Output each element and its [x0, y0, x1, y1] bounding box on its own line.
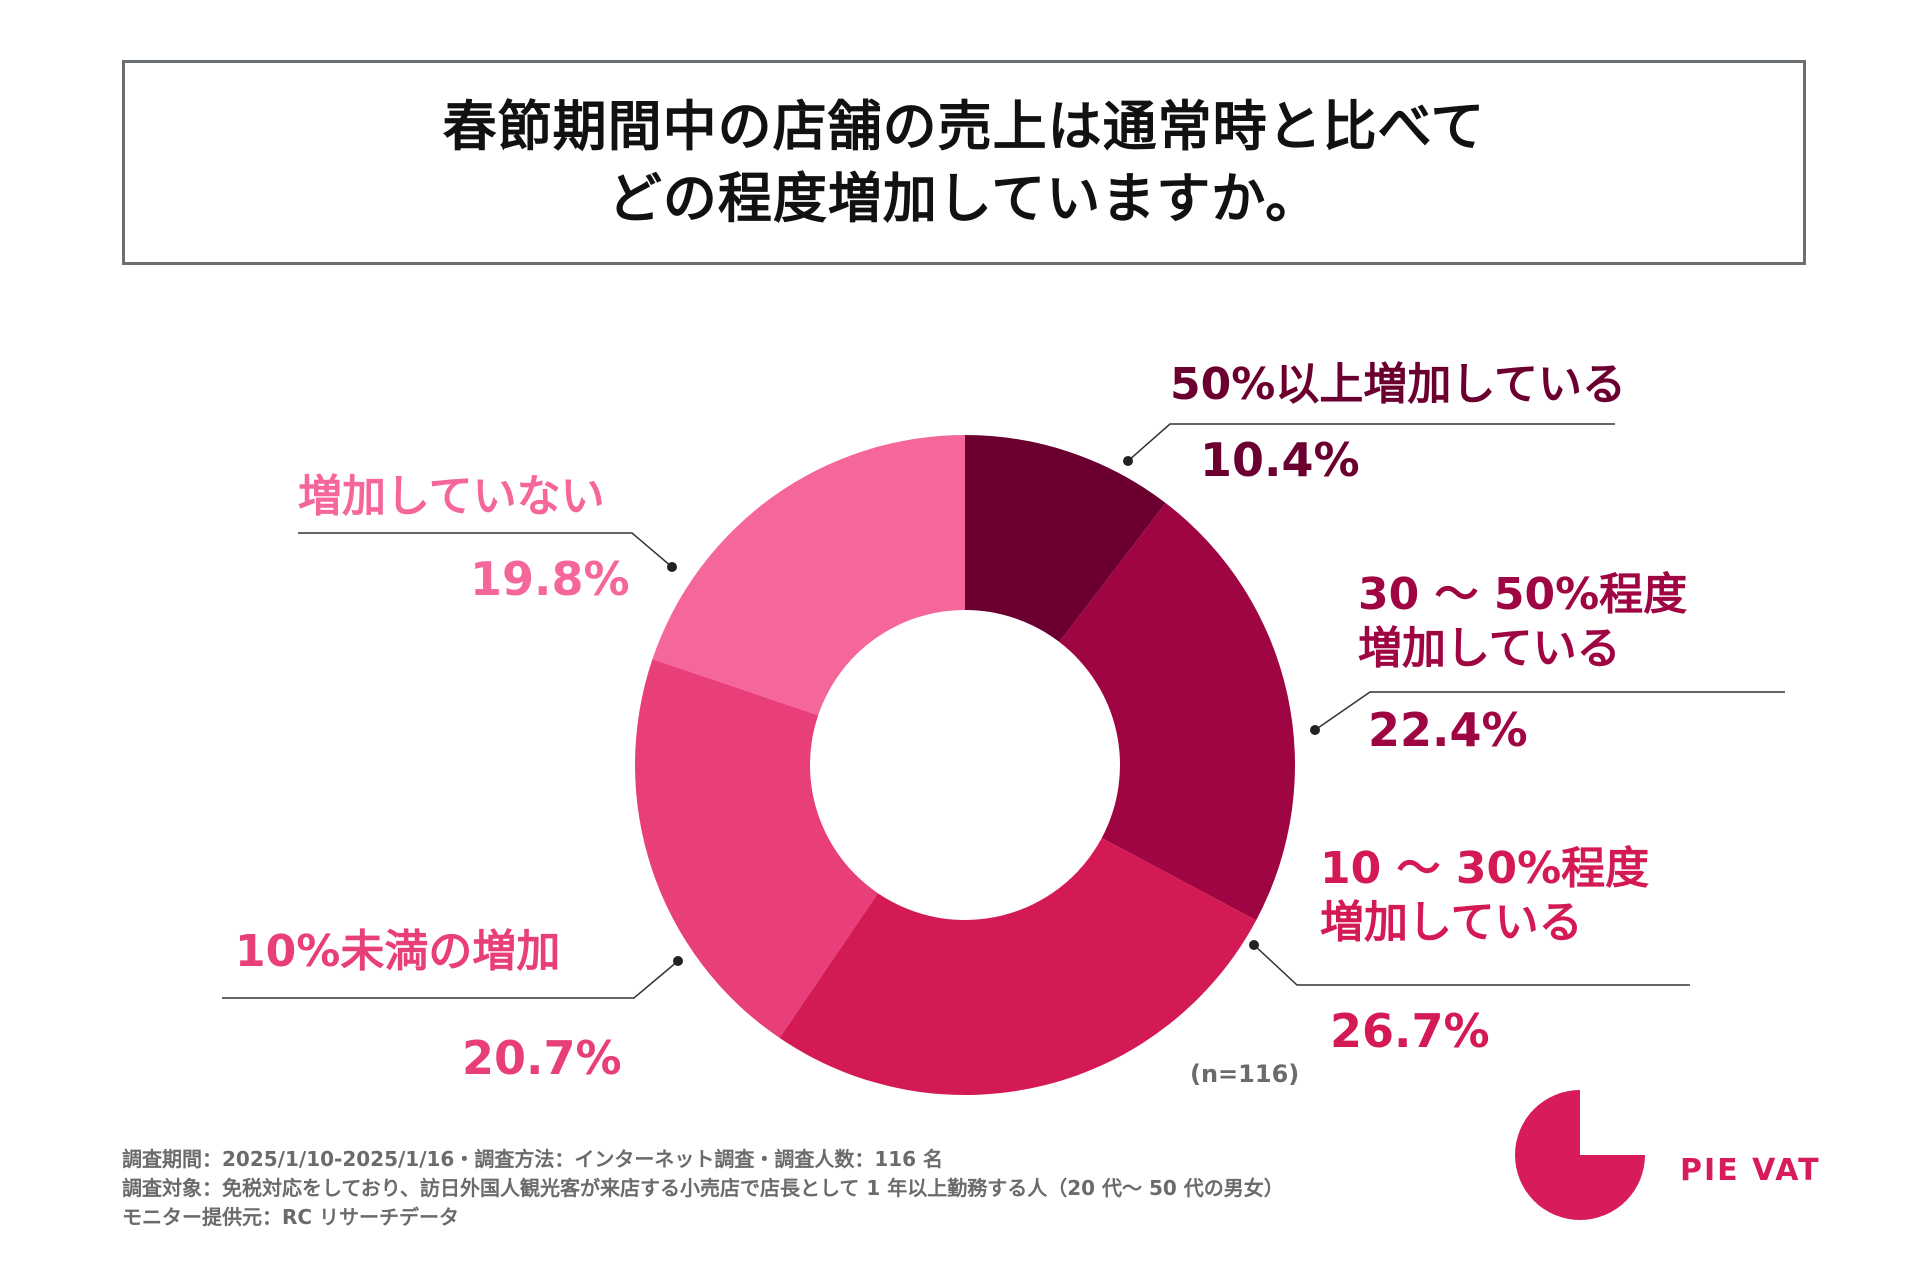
leader-line-1	[1127, 423, 1615, 462]
slice-label-5: 増加していない	[298, 470, 605, 524]
slice-label-line: 増加している	[1358, 623, 1621, 674]
leader-line-2	[1314, 691, 1785, 731]
slice-label-1: 50%以上増加している	[1170, 358, 1626, 412]
slice-label-line: 10 〜 30%程度	[1320, 843, 1650, 894]
footer-survey-target: 調査対象：免税対応をしており、訪日外国人観光客が来店する小売店で店長として 1 …	[122, 1176, 1284, 1200]
slice-label-3: 10 〜 30%程度 増加している	[1320, 842, 1649, 950]
leader-dot-1	[1123, 456, 1133, 466]
slice-label-line: 30 〜 50%程度	[1358, 569, 1688, 620]
leader-dot-5	[667, 562, 677, 572]
slice-label-2: 30 〜 50%程度 増加している	[1358, 568, 1687, 676]
slice-label-4: 10%未満の増加	[235, 925, 560, 979]
logo-text: PIE VAT	[1680, 1153, 1821, 1188]
leader-dot-2	[1310, 725, 1320, 735]
slice-label-line: 50%以上増加している	[1170, 359, 1626, 410]
pie-vat-logo-icon	[1515, 1090, 1645, 1220]
slice-value-3: 26.7%	[1330, 1004, 1490, 1058]
leader-dot-3	[1249, 940, 1259, 950]
chart-title-line-1: 春節期間中の店舗の売上は通常時と比べて	[442, 94, 1486, 158]
slice-value-5: 19.8%	[470, 552, 630, 606]
donut-slice-3	[779, 837, 1257, 1095]
donut-slice-1	[965, 435, 1166, 642]
title-box: 春節期間中の店舗の売上は通常時と比べて どの程度増加していますか。	[122, 60, 1806, 265]
footer-data-provider: モニター提供元：RC リサーチデータ	[122, 1205, 460, 1229]
leader-line-5	[298, 532, 673, 568]
donut-slice-2	[1059, 502, 1295, 921]
sample-size-note: (n=116)	[1190, 1060, 1300, 1088]
slice-value-4: 20.7%	[462, 1031, 622, 1085]
slice-value-1: 10.4%	[1200, 433, 1360, 487]
leader-dot-4	[673, 956, 683, 966]
leader-line-4	[222, 960, 679, 999]
donut-slice-5	[652, 435, 965, 716]
donut-slice-4	[635, 659, 878, 1038]
leader-line-3	[1253, 944, 1690, 986]
chart-title-line-2: どの程度増加していますか。	[607, 166, 1321, 230]
slice-value-2: 22.4%	[1368, 703, 1528, 757]
slice-label-line: 増加している	[1320, 897, 1583, 948]
footer-survey-period: 調査期間：2025/1/10-2025/1/16・調査方法：インターネット調査・…	[122, 1147, 944, 1171]
slice-label-line: 10%未満の増加	[235, 926, 561, 977]
slice-label-line: 増加していない	[298, 471, 605, 522]
